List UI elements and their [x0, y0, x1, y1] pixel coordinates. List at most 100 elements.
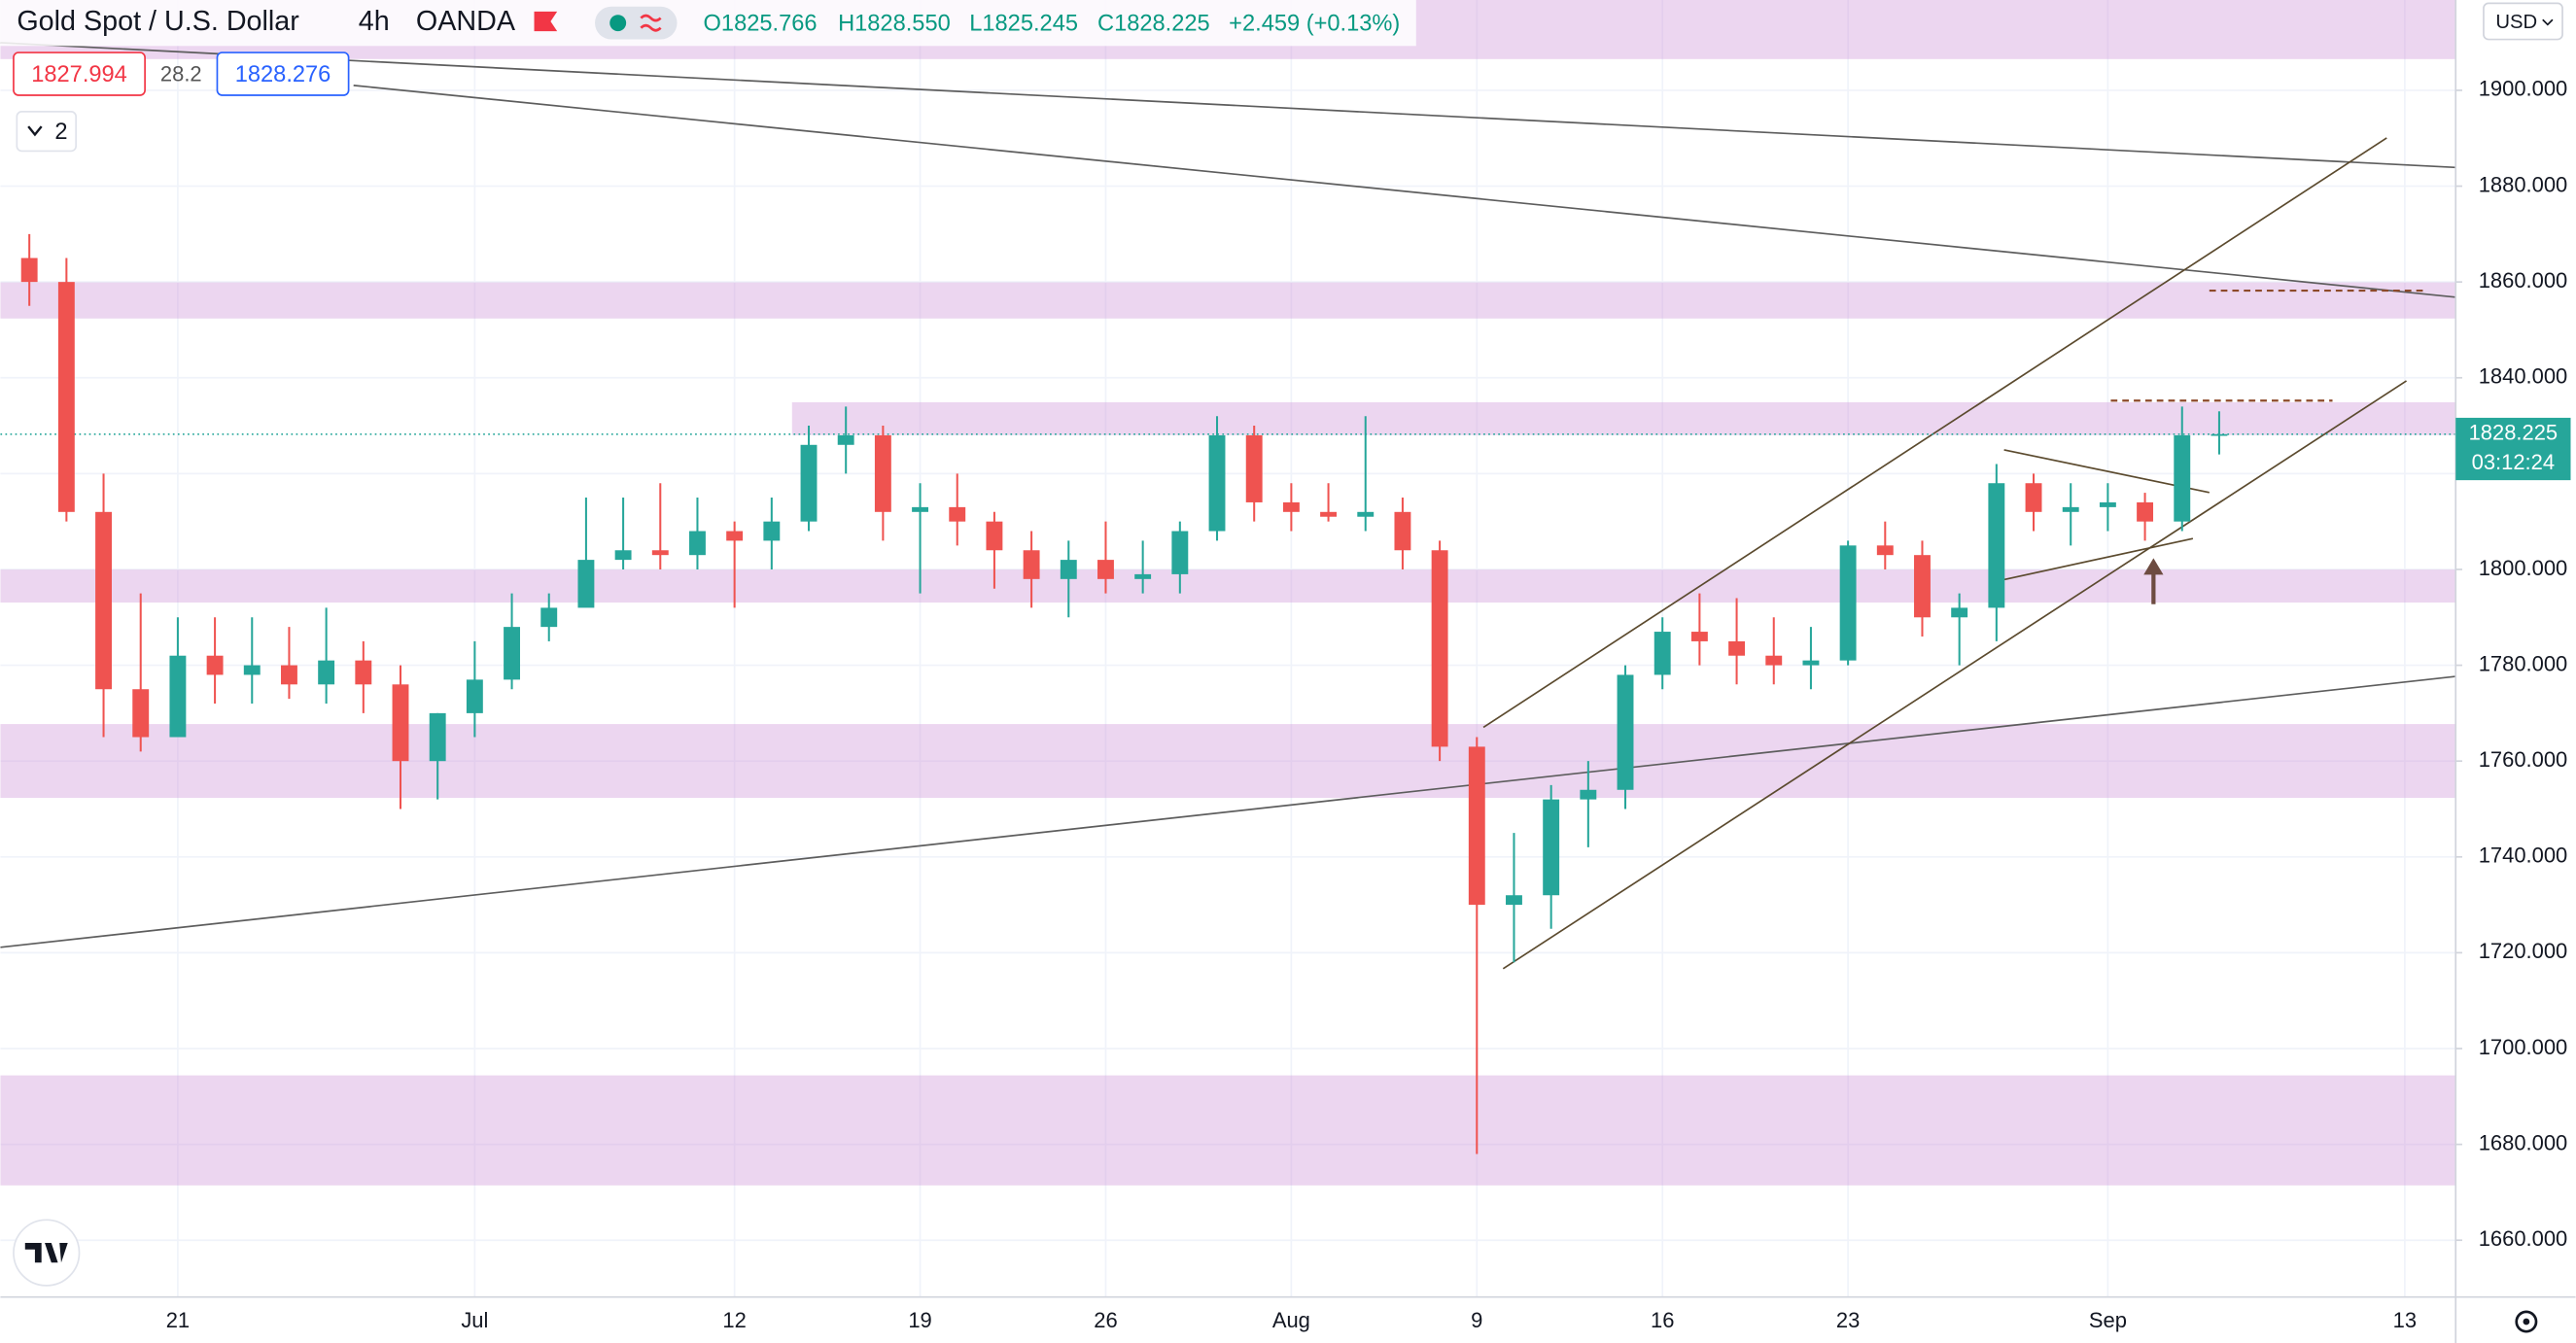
x-tick-label: Aug [1272, 1308, 1310, 1332]
x-tick-label: 26 [1094, 1308, 1117, 1332]
zone [0, 1075, 2456, 1186]
y-tick-label: 1780.000 [2479, 651, 2568, 675]
channel-upper [1482, 137, 2387, 729]
axis-labels: 1660.000 1680.000 1700.000 1720.000 1740.000… [166, 77, 2568, 1332]
candle-body [318, 660, 335, 685]
channel-lines [1482, 137, 2408, 970]
y-tick-label: 1760.000 [2479, 747, 2568, 772]
trend-lines [0, 42, 2456, 948]
bid-price[interactable]: 1827.994 [31, 62, 127, 87]
buy-button[interactable] [216, 52, 350, 96]
indicators-count: 2 [54, 120, 67, 145]
candle-body [837, 434, 854, 445]
flag-icon[interactable] [534, 11, 558, 32]
candle-body [1617, 674, 1634, 790]
candle-body [1654, 632, 1671, 675]
candle-body [540, 607, 558, 628]
time-axis-bg [0, 1296, 2576, 1343]
x-tick-label: 21 [166, 1308, 190, 1332]
candle-body [1245, 434, 1263, 502]
y-tick-label: 1840.000 [2479, 364, 2568, 389]
currency-select[interactable] [2483, 2, 2563, 41]
price-axis-bg [2455, 0, 2576, 1343]
candle-body [392, 684, 409, 762]
zone [0, 569, 2456, 603]
logo-mark [24, 1242, 68, 1263]
candle-body [2025, 483, 2042, 512]
pennant-line [2003, 537, 2194, 581]
channel-lower [1502, 380, 2408, 970]
candle-body [1988, 483, 2005, 608]
candle-body [281, 665, 297, 685]
candle-body [1060, 560, 1077, 579]
candle-body [1728, 640, 1746, 656]
logo[interactable] [13, 1219, 81, 1287]
x-tick-label: 16 [1651, 1308, 1674, 1332]
candle-body [874, 434, 891, 512]
countdown: 03:12:24 [2472, 450, 2555, 474]
candle-body [651, 550, 669, 556]
candle-body [1282, 501, 1300, 512]
arrow-head [2143, 558, 2164, 575]
y-tick-label: 1680.000 [2479, 1130, 2568, 1154]
symbol: Gold Spot / U.S. Dollar [17, 6, 299, 37]
candles [20, 233, 2228, 1154]
candle-body [1097, 560, 1114, 579]
spread: 28.2 [160, 62, 202, 86]
candle-body [1468, 746, 1485, 906]
candle-body [1506, 895, 1522, 906]
arrow [2143, 558, 2164, 604]
x-tick-label: 9 [1471, 1308, 1482, 1332]
candle-body [726, 531, 744, 541]
candle-body [355, 660, 372, 685]
zone [791, 401, 2456, 435]
candle-body [1802, 660, 1820, 666]
indicators-toggle[interactable] [16, 111, 78, 153]
candle-body [986, 521, 1003, 551]
trend-line [0, 42, 2456, 169]
sell-button[interactable] [13, 52, 146, 96]
settings-icon[interactable] [2515, 1310, 2538, 1333]
candle-body [20, 258, 38, 283]
candle-body [1914, 555, 1931, 618]
exchange: OANDA [416, 6, 516, 37]
candle-body [1951, 607, 1968, 618]
candle-body [132, 689, 150, 738]
candle-body [169, 655, 187, 738]
ohlc-low: L1825.245 [969, 12, 1078, 37]
gear[interactable] [2515, 1310, 2538, 1333]
candle-body [95, 511, 112, 690]
dashed-levels [2110, 289, 2428, 402]
ask-price[interactable]: 1828.276 [235, 62, 331, 87]
candle-body [1357, 511, 1375, 517]
candle-body [243, 665, 261, 675]
ohlc-open: O1825.766 [704, 12, 818, 37]
interval: 4h [359, 6, 390, 37]
trend-line [353, 85, 2456, 298]
x-tick-label: Jul [461, 1308, 488, 1332]
candle-body [466, 679, 483, 713]
currency: USD [2495, 12, 2537, 33]
ohlc-close: C1828.225 [1097, 12, 1210, 37]
y-tick-label: 1800.000 [2479, 556, 2568, 580]
candle-body [689, 531, 706, 556]
x-tick-label: 19 [908, 1308, 931, 1332]
ohlc-high: H1828.550 [838, 12, 951, 37]
candle-body [1765, 655, 1783, 666]
candle-body [2062, 506, 2079, 512]
indicator-pill[interactable] [595, 6, 678, 40]
y-tick-label: 1700.000 [2479, 1035, 2568, 1059]
candle-body [2099, 501, 2116, 507]
candle-body [1320, 511, 1338, 517]
y-tick-label: 1720.000 [2479, 939, 2568, 963]
candle-body [1208, 434, 1226, 532]
candle-body [1690, 632, 1708, 641]
candle-body [57, 282, 75, 512]
trend-line [0, 675, 2456, 948]
candle-body [1134, 573, 1152, 579]
last-price-label: 1828.225 [2469, 421, 2559, 445]
gear-center [2523, 1318, 2530, 1326]
candle-body [206, 655, 224, 675]
